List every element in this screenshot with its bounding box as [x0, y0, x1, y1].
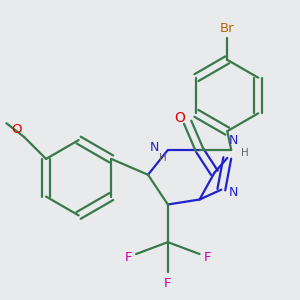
Text: H: H [159, 153, 167, 163]
Text: Br: Br [220, 22, 235, 34]
Text: F: F [204, 251, 211, 265]
Text: O: O [11, 123, 22, 136]
Text: N: N [149, 140, 159, 154]
Text: N: N [229, 186, 238, 199]
Text: N: N [229, 134, 238, 147]
Text: F: F [164, 277, 172, 290]
Text: O: O [174, 111, 185, 125]
Text: F: F [124, 251, 132, 265]
Text: H: H [241, 148, 249, 158]
